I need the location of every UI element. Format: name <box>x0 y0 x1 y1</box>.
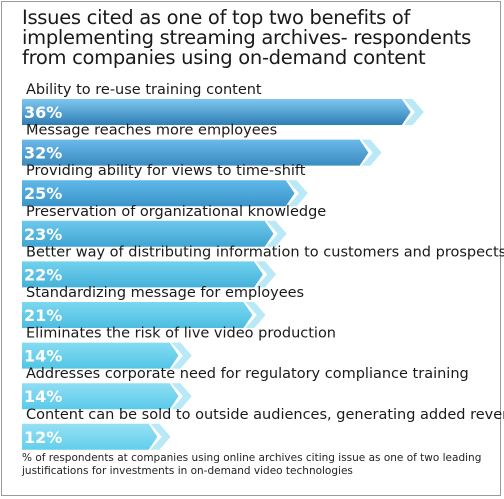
category-label: Providing ability for views to time-shif… <box>26 163 306 179</box>
bar-tip <box>150 423 171 450</box>
category-label: Eliminates the risk of live video produc… <box>26 326 336 342</box>
bar-tip <box>256 261 277 288</box>
value-label: 14% <box>24 347 62 366</box>
value-label: 21% <box>24 306 62 325</box>
value-label: 32% <box>24 144 62 163</box>
bar <box>22 423 158 450</box>
value-label: 36% <box>24 103 62 122</box>
value-label: 14% <box>24 387 62 406</box>
bar-tip <box>245 302 266 328</box>
value-label: 12% <box>24 428 62 447</box>
value-label: 25% <box>24 184 62 203</box>
bar <box>22 139 369 166</box>
title-line: implementing streaming archives- respond… <box>22 26 471 49</box>
bar <box>22 342 179 369</box>
category-label: Better way of distributing information t… <box>26 244 504 260</box>
value-label: 23% <box>24 225 62 244</box>
value-label: 22% <box>24 265 62 284</box>
category-label: Addresses corporate need for regulatory … <box>26 366 469 382</box>
bar-tip <box>361 139 382 166</box>
title-line: Issues cited as one of top two benefits … <box>22 6 411 29</box>
title-line: from companies using on-demand content <box>22 46 426 69</box>
category-label: Content can be sold to outside audiences… <box>26 407 504 423</box>
bar-tip <box>287 180 308 207</box>
category-label: Ability to re-use training content <box>26 82 262 98</box>
bar-tip <box>171 342 192 369</box>
bar-tip <box>171 383 192 410</box>
bar <box>22 220 274 247</box>
bar <box>22 302 253 328</box>
bar <box>22 99 411 125</box>
bar <box>22 180 295 207</box>
category-label: Message reaches more employees <box>26 123 277 139</box>
category-label: Preservation of organizational knowledge <box>26 204 326 220</box>
category-label: Standardizing message for employees <box>26 285 304 301</box>
chart-title: Issues cited as one of top two benefits … <box>22 8 498 68</box>
bar-tip <box>266 220 287 247</box>
footnote: % of respondents at companies using onli… <box>22 452 482 477</box>
bar <box>22 261 263 288</box>
bar-tip <box>403 99 424 125</box>
bar <box>22 383 179 410</box>
